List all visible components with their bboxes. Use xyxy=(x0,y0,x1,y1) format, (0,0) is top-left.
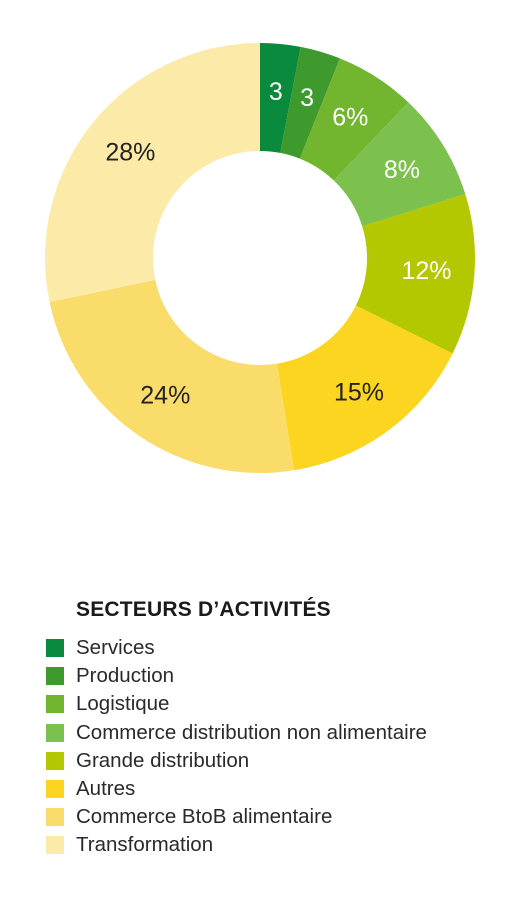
slice-grande-distribution xyxy=(355,194,475,354)
slice-label-transformation: 28% xyxy=(105,139,155,167)
legend-swatch xyxy=(46,723,64,742)
legend-swatch xyxy=(46,780,64,799)
legend-item-services: Services xyxy=(46,634,506,662)
legend-swatch xyxy=(46,808,64,827)
slice-label-autres: 15% xyxy=(334,378,384,406)
slice-commerce-distribution-non-alimentaire xyxy=(333,102,466,227)
legend-swatch xyxy=(46,836,64,855)
legend-item-transformation: Transformation xyxy=(46,831,506,859)
legend-item-grande-distribution: Grande distribution xyxy=(46,747,506,775)
legend-label: Commerce BtoB alimentaire xyxy=(76,805,333,829)
slice-logistique xyxy=(299,58,409,181)
donut-slices xyxy=(45,43,475,473)
slice-commerce-btob-alimentaire xyxy=(49,279,294,473)
legend-item-autres: Autres xyxy=(46,775,506,803)
legend-label: Autres xyxy=(76,777,136,801)
legend-label: Grande distribution xyxy=(76,748,250,772)
legend-label: Transformation xyxy=(76,833,214,857)
slice-services xyxy=(260,43,301,153)
legend-item-logistique: Logistique xyxy=(46,690,506,718)
legend-label: Production xyxy=(76,664,175,688)
legend-item-commerce-distribution-non-alimentaire: Commerce distribution non alimentaire xyxy=(46,719,506,747)
slice-autres xyxy=(276,305,453,471)
legend-item-production: Production xyxy=(46,662,506,690)
legend-item-commerce-btob-alimentaire: Commerce BtoB alimentaire xyxy=(46,803,506,831)
legend-swatch xyxy=(46,695,64,714)
legend-label: Logistique xyxy=(76,692,170,716)
slice-label-commerce-distribution-non-alimentaire: 8% xyxy=(384,156,420,184)
slice-label-logistique: 6% xyxy=(332,104,368,132)
legend-swatch xyxy=(46,751,64,770)
legend-swatch xyxy=(46,667,64,686)
slice-label-production: 3 xyxy=(300,84,314,112)
legend-swatch xyxy=(46,639,64,658)
slice-label-commerce-btob-alimentaire: 24% xyxy=(140,382,190,410)
slice-production xyxy=(280,46,340,159)
slice-transformation xyxy=(45,43,260,303)
legend-list: Services Production Logistique Commerce dis… xyxy=(46,634,506,860)
legend-label: Commerce distribution non alimentaire xyxy=(76,720,427,744)
legend: SECTEURS D’ACTIVITÉS Services Production L… xyxy=(46,598,506,860)
legend-label: Services xyxy=(76,636,155,660)
donut-chart: 3 3 6% 8% 12% 15% 24% 28% xyxy=(45,43,475,473)
slice-label-services: 3 xyxy=(269,78,283,106)
donut-slice-labels: 3 3 6% 8% 12% 15% 24% 28% xyxy=(105,78,451,410)
slice-label-grande-distribution: 12% xyxy=(401,257,451,285)
legend-title: SECTEURS D’ACTIVITÉS xyxy=(76,598,331,621)
